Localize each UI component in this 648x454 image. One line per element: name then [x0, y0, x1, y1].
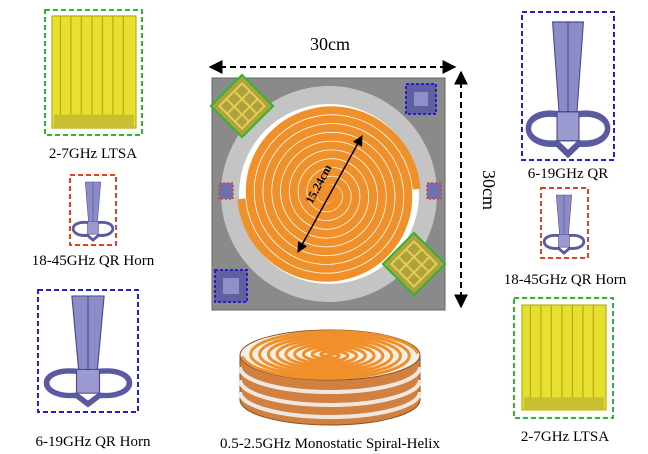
horn-icon: [71, 180, 115, 242]
horn-icon: [47, 296, 130, 404]
antenna-label: 2-7GHz LTSA: [49, 146, 137, 162]
center-label: 0.5-2.5GHz Monostatic Spiral-Helix: [220, 436, 440, 452]
spiral-helix: [238, 329, 422, 426]
spiral-arm: [249, 330, 420, 378]
horn-box: [69, 174, 117, 246]
horn-box: [37, 289, 139, 413]
ltsa-icon: [51, 15, 137, 129]
antenna-label: 18-45GHz QR Horn: [32, 253, 155, 269]
width-label: 30cm: [310, 34, 350, 54]
antenna-label: 18-45GHz QR Horn: [504, 272, 627, 288]
ltsa-box: [513, 297, 614, 419]
antenna-label: 6-19GHz QR Horn: [36, 434, 151, 450]
spiral-arm: [240, 332, 411, 380]
horn-icon: [542, 193, 586, 255]
horn-icon: [528, 22, 607, 154]
horn-box: [540, 187, 589, 259]
ltsa-tile: [381, 231, 447, 297]
ltsa-box: [44, 9, 143, 136]
antenna-label: 6-19GHz QR: [528, 166, 608, 182]
spiral: [237, 106, 421, 282]
diameter-arrow: [297, 135, 363, 253]
ltsa-tile: [209, 73, 275, 139]
ltsa-icon: [521, 304, 607, 411]
qr-tile: [214, 83, 442, 303]
antenna-label: 2-7GHz LTSA: [521, 429, 609, 445]
height-label: 30cm: [479, 170, 499, 210]
